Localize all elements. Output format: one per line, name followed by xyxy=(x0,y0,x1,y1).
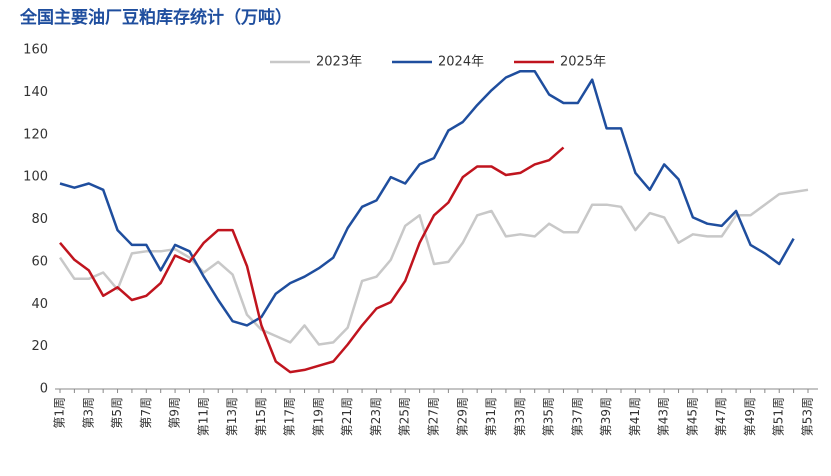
x-tick-label: 第45周 xyxy=(685,397,699,436)
x-tick-label: 第23周 xyxy=(369,397,383,436)
x-tick-label: 第1周 xyxy=(53,397,67,429)
x-tick-label: 第7周 xyxy=(139,397,153,429)
x-tick-label: 第13周 xyxy=(225,397,239,436)
x-tick-label: 第31周 xyxy=(484,397,498,436)
x-tick-label: 第21周 xyxy=(340,397,354,436)
x-tick-label: 第11周 xyxy=(196,397,210,436)
x-tick-label: 第53周 xyxy=(801,397,815,436)
x-tick-label: 第41周 xyxy=(628,397,642,436)
y-tick-label: 60 xyxy=(31,254,48,269)
y-tick-label: 80 xyxy=(31,212,48,227)
x-tick-label: 第25周 xyxy=(398,397,412,436)
y-tick-label: 100 xyxy=(23,170,48,185)
x-tick-label: 第47周 xyxy=(714,397,728,436)
y-tick-label: 120 xyxy=(23,127,48,142)
x-tick-label: 第37周 xyxy=(570,397,584,436)
x-tick-label: 第43周 xyxy=(657,397,671,436)
legend-label: 2023年 xyxy=(316,55,362,70)
x-tick-label: 第39周 xyxy=(599,397,613,436)
series-line xyxy=(59,146,565,374)
y-tick-label: 0 xyxy=(40,382,48,397)
y-tick-label: 20 xyxy=(31,339,48,354)
x-tick-label: 第19周 xyxy=(311,397,325,436)
x-tick-label: 第5周 xyxy=(110,397,124,429)
x-tick-label: 第33周 xyxy=(513,397,527,436)
x-tick-label: 第15周 xyxy=(254,397,268,436)
y-tick-label: 160 xyxy=(23,43,48,58)
series-line xyxy=(58,188,809,346)
series-line xyxy=(59,69,795,327)
x-tick-label: 第51周 xyxy=(772,397,786,436)
x-tick-label: 第27周 xyxy=(427,397,441,436)
y-tick-label: 40 xyxy=(31,297,48,312)
x-tick-label: 第9周 xyxy=(168,397,182,429)
legend-label: 2025年 xyxy=(560,55,606,70)
legend-label: 2024年 xyxy=(438,55,484,70)
x-tick-label: 第49周 xyxy=(743,397,757,436)
x-tick-label: 第35周 xyxy=(542,397,556,436)
x-tick-label: 第17周 xyxy=(283,397,297,436)
x-tick-label: 第29周 xyxy=(455,397,469,436)
chart-title: 全国主要油厂豆粕库存统计（万吨） xyxy=(19,7,292,28)
x-tick-label: 第3周 xyxy=(81,397,95,429)
y-tick-label: 140 xyxy=(23,85,48,100)
